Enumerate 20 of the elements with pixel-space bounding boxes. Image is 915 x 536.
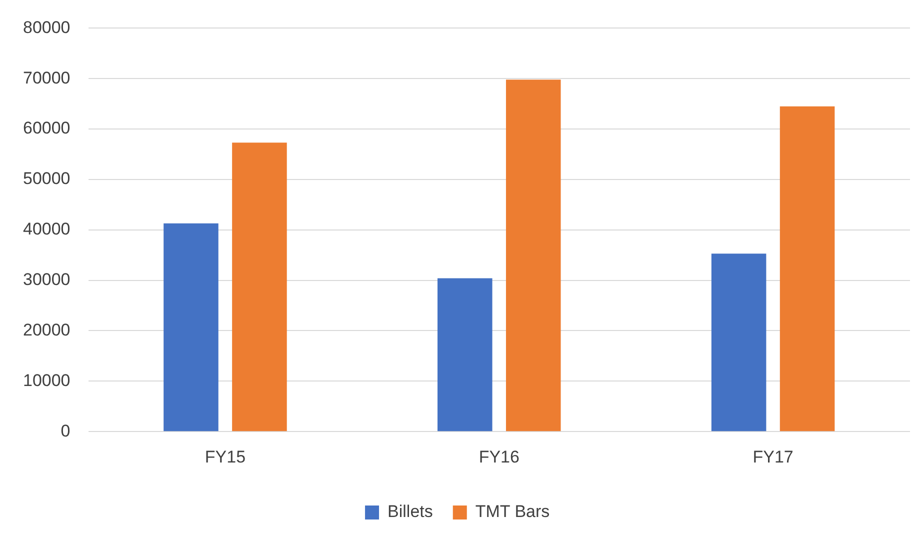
y-tick-label: 0 bbox=[60, 421, 70, 440]
legend-label: Billets bbox=[388, 502, 433, 522]
bar bbox=[711, 254, 766, 432]
y-tick-label: 80000 bbox=[22, 18, 70, 37]
bar bbox=[438, 278, 492, 432]
x-tick-label: FY15 bbox=[204, 447, 246, 466]
y-tick-label: 40000 bbox=[22, 220, 70, 239]
y-tick-label: 60000 bbox=[22, 118, 70, 138]
y-tick-label: 70000 bbox=[22, 68, 70, 88]
y-tick-label: 10000 bbox=[22, 370, 70, 390]
y-tick-label: 30000 bbox=[22, 270, 70, 290]
legend-label: TMT Bars bbox=[475, 502, 550, 522]
x-tick-label: FY16 bbox=[478, 447, 520, 466]
bar bbox=[780, 106, 835, 432]
bar bbox=[506, 80, 561, 432]
x-tick-label: FY17 bbox=[752, 447, 794, 466]
bar bbox=[232, 142, 287, 432]
y-tick-label: 50000 bbox=[22, 169, 70, 188]
bar bbox=[164, 223, 218, 432]
y-tick-label: 20000 bbox=[22, 320, 70, 340]
